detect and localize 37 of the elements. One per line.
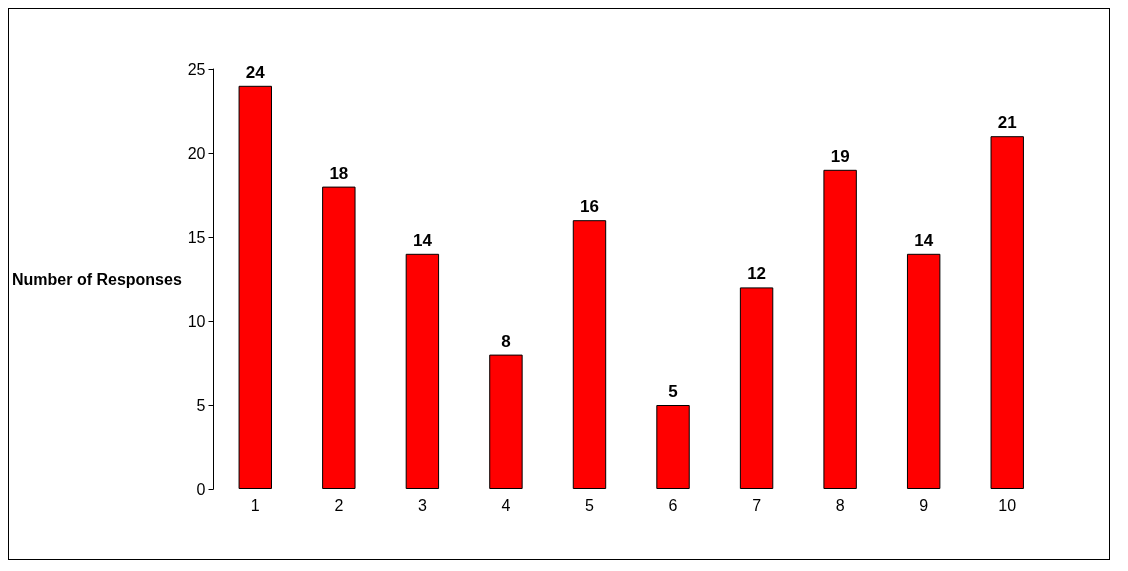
x-tick-label: 2 (334, 496, 344, 514)
y-tick-label: 15 (187, 228, 206, 246)
data-label: 5 (668, 382, 678, 401)
y-tick-label: 25 (187, 60, 206, 78)
x-tick-label: 3 (417, 496, 427, 514)
bar (656, 405, 690, 489)
bar (823, 169, 857, 489)
bar (572, 220, 607, 489)
data-label: 12 (747, 264, 767, 284)
bar (906, 253, 941, 489)
bar (739, 287, 774, 489)
bar (489, 354, 523, 489)
y-tick-label: 0 (196, 480, 206, 498)
y-tick-label: 5 (196, 396, 206, 414)
x-tick-label: 7 (752, 496, 762, 514)
x-tick-label: 6 (668, 496, 678, 514)
data-label: 14 (914, 230, 934, 250)
x-tick-label: 9 (919, 496, 929, 514)
data-label: 21 (997, 113, 1017, 133)
data-label: 18 (329, 163, 349, 183)
y-tick-label: 20 (187, 144, 206, 162)
bar (990, 136, 1024, 489)
bar (238, 85, 272, 489)
x-tick-label: 5 (585, 496, 595, 514)
bar (405, 253, 440, 489)
data-label: 8 (501, 331, 511, 351)
y-axis-title: Number of Responses (12, 270, 182, 288)
data-label: 19 (830, 146, 850, 166)
data-label: 24 (245, 62, 266, 82)
x-tick-label: 1 (250, 496, 260, 514)
data-label: 16 (580, 197, 599, 217)
data-label: 14 (412, 230, 433, 250)
bar (322, 186, 356, 489)
x-tick-label: 4 (501, 496, 511, 514)
y-tick-label: 10 (187, 312, 206, 330)
x-tick-label: 8 (835, 496, 845, 514)
x-tick-label: 10 (998, 496, 1017, 514)
